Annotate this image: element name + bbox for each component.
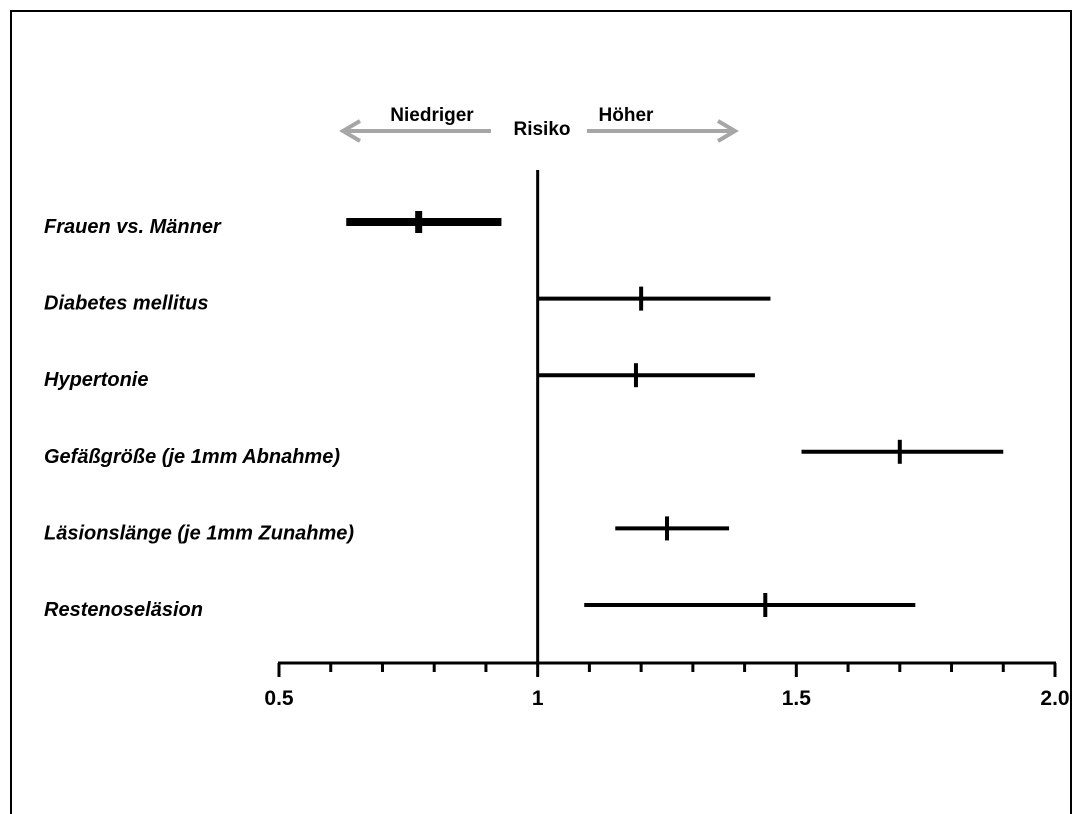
higher-risk-arrow-head [716,119,739,143]
x-tick-label: 1 [532,687,544,710]
row-label: Gefäßgröße (je 1mm Abnahme) [44,446,340,468]
x-tick-label: 0.5 [264,687,294,710]
risk-direction-indicator: Niedriger Risiko Höher [339,105,739,143]
forest-rows: Frauen vs. Männer Diabetes mellitus Hypert… [44,211,1004,621]
risk-label: Risiko [513,119,570,140]
row-label: Läsionslänge (je 1mm Zunahme) [44,522,354,544]
row-label: Hypertonie [44,369,148,391]
row-label: Diabetes mellitus [44,293,209,315]
row-label: Restenoseläsion [44,599,203,621]
row-label: Frauen vs. Männer [44,216,222,238]
x-axis: 0.5 1 1.5 2.0 [264,661,1070,710]
forest-row: Restenoseläsion [44,593,916,621]
x-tick-label: 2.0 [1040,687,1069,710]
forest-row: Diabetes mellitus [44,286,771,315]
forest-row: Hypertonie [44,363,755,391]
figure-frame [10,10,1072,814]
forest-row: Frauen vs. Männer [44,211,502,238]
lower-risk-arrow-head [339,119,362,143]
x-tick-label: 1.5 [782,687,812,710]
higher-risk-label: Höher [599,105,655,126]
lower-risk-label: Niedriger [390,105,474,126]
forest-row: Läsionslänge (je 1mm Zunahme) [44,516,730,544]
forest-row: Gefäßgröße (je 1mm Abnahme) [44,439,1004,468]
